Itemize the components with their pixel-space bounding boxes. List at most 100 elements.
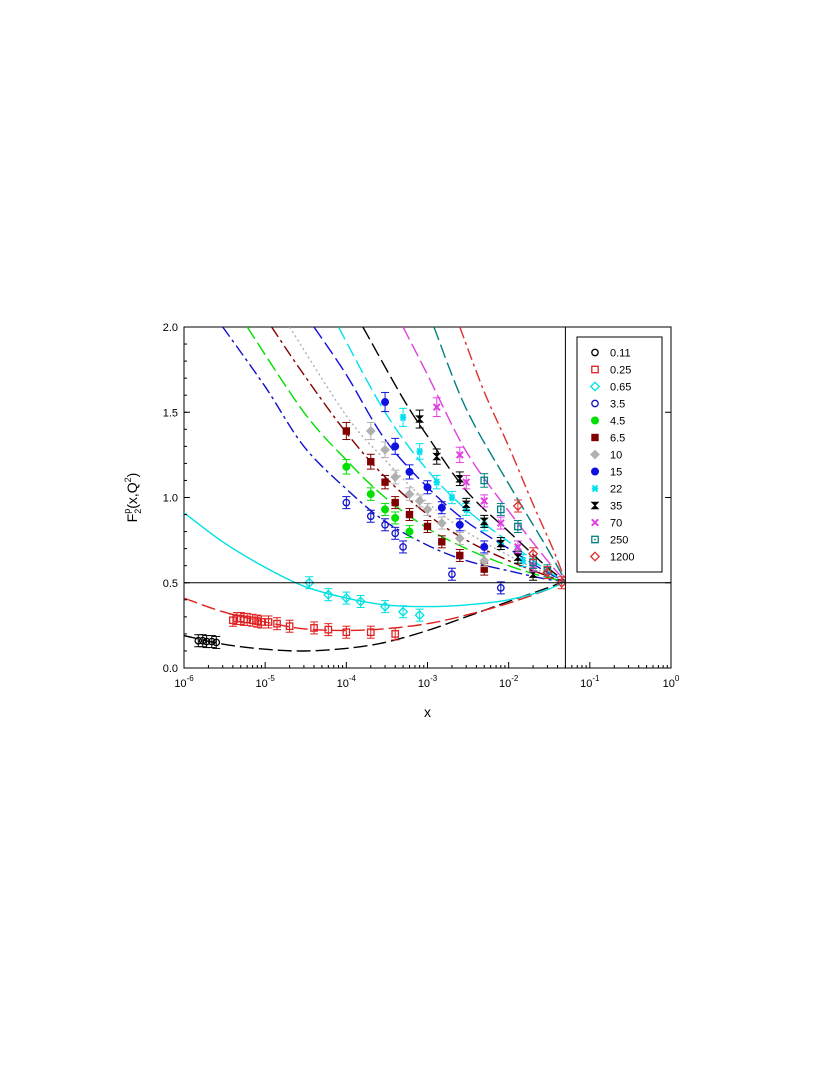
legend-item: 250: [591, 535, 628, 547]
data-point-q2-15: [381, 398, 390, 407]
x-tick-label: 10-6: [174, 674, 194, 690]
data-point-q2-22: [433, 478, 440, 486]
legend-label: 6.5: [610, 433, 625, 445]
y-axis-title-sub: 2: [133, 509, 143, 514]
data-point-q2-22: [399, 413, 407, 422]
data-point-q2-35: [415, 415, 425, 423]
error-bar: [243, 612, 252, 626]
data-point-q2-35: [455, 475, 465, 483]
fit-curve-q2-4.5: [246, 327, 566, 582]
data-points: [194, 391, 567, 649]
data-point-q2-15: [480, 542, 489, 551]
error-bar: [257, 615, 266, 629]
data-point-q2-3.5: [342, 498, 351, 507]
data-point-q2-0.11: [194, 636, 203, 645]
data-point-q2-0.25: [264, 618, 273, 626]
data-point-q2-6.5: [423, 522, 432, 531]
legend-item: 0.65: [589, 381, 631, 394]
data-point-q2-35: [496, 539, 506, 548]
data-point-q2-70: [496, 519, 505, 527]
data-point-q2-3.5: [448, 570, 456, 579]
data-point-q2-3.5: [399, 543, 407, 551]
y-tick-label: 2.0: [163, 322, 178, 334]
data-point-q2-4.5: [391, 513, 400, 522]
legend-marker: [591, 399, 599, 408]
data-point-q2-15: [437, 503, 446, 512]
x-tick-label: 10-4: [337, 674, 357, 690]
x-tick-label: 10-1: [580, 674, 600, 690]
error-bar: [310, 621, 319, 635]
data-point-q2-250: [480, 476, 489, 485]
data-point-q2-35: [479, 517, 489, 526]
x-tick-label: 10-2: [499, 674, 519, 690]
legend-marker: [591, 535, 599, 544]
legend-item: 22: [591, 484, 622, 496]
data-point-q2-250: [496, 505, 505, 514]
data-point-q2-6.5: [367, 457, 375, 466]
data-point-q2-10: [479, 555, 490, 566]
legend-marker: [591, 416, 599, 425]
data-point-q2-35: [432, 452, 442, 461]
error-bar: [381, 518, 390, 532]
legend-marker: [589, 551, 601, 562]
data-point-q2-0.25: [243, 615, 252, 624]
legend-label: 1200: [610, 552, 634, 564]
legend-item: 0.11: [591, 348, 631, 360]
legend-item: 6.5: [591, 433, 625, 445]
error-bar: [324, 623, 333, 637]
error-bar: [366, 625, 375, 639]
legend-label: 10: [610, 450, 622, 462]
data-point-q2-0.11: [212, 638, 221, 647]
error-bar: [207, 635, 216, 649]
data-point-q2-4.5: [366, 490, 375, 499]
fit-curve-q2-3.5: [222, 327, 566, 582]
legend-label: 250: [610, 535, 628, 547]
legend-item: 35: [590, 501, 622, 513]
error-bar: [198, 634, 207, 648]
data-point-q2-3.5: [496, 584, 505, 592]
legend-label: 35: [610, 501, 622, 513]
error-bar: [285, 619, 294, 633]
legend-marker: [591, 365, 599, 374]
data-point-q2-6.5: [381, 478, 389, 486]
data-point-q2-6.5: [391, 498, 399, 507]
data-point-q2-70: [480, 497, 489, 505]
error-bar: [496, 581, 505, 595]
data-point-q2-35: [528, 570, 538, 578]
data-point-q2-15: [423, 483, 432, 492]
data-point-q2-70: [432, 403, 441, 412]
x-tick-label: 100: [663, 674, 680, 690]
y-tick-label: 1.0: [163, 493, 178, 505]
x-axis-ticks: 10-6 10-5 10-4 10-3 10-2 10-1 100: [174, 662, 680, 690]
legend-item: 4.5: [591, 416, 625, 428]
data-point-q2-250: [514, 522, 522, 531]
y-axis-title-main: F: [124, 514, 140, 523]
data-point-q2-22: [416, 447, 423, 456]
y-axis-title-args: (x,Q: [124, 482, 140, 509]
data-point-q2-0.65: [323, 589, 334, 600]
error-bar: [342, 625, 351, 639]
legend-label: 15: [610, 467, 622, 479]
y-axis-title-args-sup: 2: [123, 477, 133, 482]
data-point-q2-0.65: [379, 601, 391, 612]
legend-marker: [591, 484, 599, 493]
data-point-q2-3.5: [391, 529, 400, 538]
error-bar: [447, 567, 456, 581]
fit-curve-q2-0.65: [184, 512, 566, 608]
error-bar: [228, 613, 237, 627]
error-bar: [248, 613, 257, 627]
legend-label: 0.25: [610, 365, 631, 377]
legend-item: 0.25: [591, 365, 631, 377]
legend-label: 4.5: [610, 416, 625, 428]
error-bar: [253, 614, 262, 628]
data-point-q2-0.65: [355, 596, 366, 607]
data-point-q2-10: [380, 444, 390, 455]
data-point-q2-0.25: [248, 616, 257, 625]
data-point-q2-1200: [556, 577, 567, 588]
data-point-q2-10: [404, 489, 415, 499]
error-bar: [342, 496, 351, 510]
error-bar: [212, 635, 221, 649]
data-point-q2-70: [514, 543, 522, 551]
data-point-q2-0.11: [202, 637, 211, 646]
